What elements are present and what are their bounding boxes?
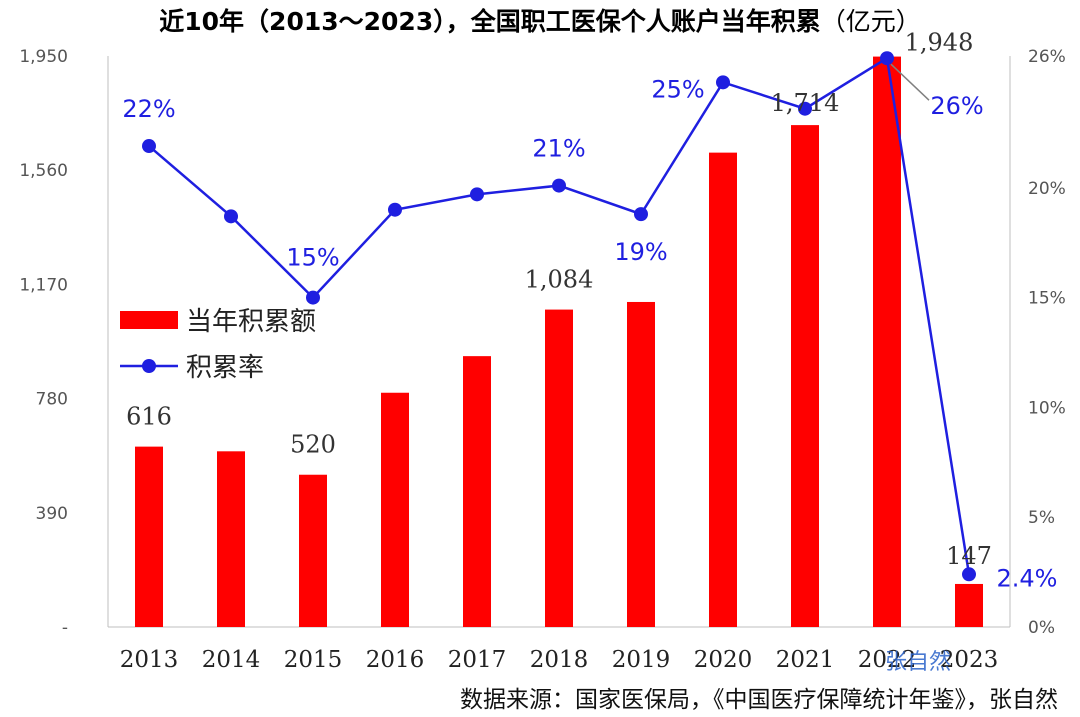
- rate-line-layer: [142, 51, 976, 582]
- bar-2016: [381, 392, 409, 627]
- right-tick-label: 26%: [1028, 47, 1066, 67]
- rate-value-label: 21%: [532, 135, 585, 163]
- right-tick-label: 20%: [1028, 179, 1066, 199]
- rate-value-label: 25%: [651, 75, 704, 103]
- legend-bar-label: 当年积累额: [186, 307, 316, 337]
- chart-title: 近10年（2013～2023），全国职工医保个人账户当年积累（亿元）: [0, 2, 1080, 38]
- x-tick-label: 2014: [202, 647, 261, 673]
- x-tick-label: 2020: [694, 647, 753, 673]
- bar-2022: [873, 56, 901, 628]
- bar-2015: [299, 474, 327, 627]
- chart-title-unit: （亿元）: [820, 7, 921, 36]
- rate-value-label: 19%: [614, 238, 667, 266]
- x-tick-label: 2021: [776, 647, 835, 673]
- legend-line-label: 积累率: [186, 353, 264, 383]
- bar-2013: [135, 446, 163, 627]
- axes-layer: - 390 780 1,170 1,560 1,950 0% 5% 10% 15% 20% 26% 20…: [19, 47, 1065, 673]
- legend: 当年积累额 积累率: [120, 307, 316, 383]
- rate-point-2023: [962, 567, 976, 582]
- bar-2019: [627, 301, 655, 627]
- bar-2023: [955, 583, 983, 627]
- bar-value-label: 1,084: [525, 266, 594, 294]
- rate-point-2020: [716, 75, 730, 90]
- x-tick-label: 2019: [612, 647, 671, 673]
- rate-point-2015: [306, 290, 320, 305]
- rate-point-2016: [388, 202, 402, 217]
- rate-point-2017: [470, 187, 484, 202]
- rate-point-2021: [798, 101, 812, 116]
- x-tick-label: 2022: [858, 647, 917, 673]
- rate-point-2022: [880, 51, 894, 66]
- x-tick-label: 2013: [120, 647, 179, 673]
- left-tick-label: -: [62, 618, 68, 638]
- left-tick-label: 1,950: [19, 47, 68, 67]
- rate-value-label: 2.4%: [997, 564, 1058, 592]
- bars-layer: [135, 56, 983, 628]
- left-tick-label: 1,170: [19, 275, 68, 295]
- rate-point-2014: [224, 209, 238, 224]
- bar-2018: [545, 309, 573, 627]
- rate-point-2013: [142, 139, 156, 154]
- data-labels-layer: 616 520 1,084 1,714 1,948 147 22% 15% 21% 19% 25% 2…: [122, 29, 1057, 593]
- watermark: 张自然: [885, 650, 952, 675]
- chart-title-main: 近10年（2013～2023），全国职工医保个人账户当年积累: [159, 7, 821, 36]
- legend-bar-swatch: [120, 311, 178, 329]
- right-tick-label: 15%: [1028, 289, 1066, 309]
- bar-2021: [791, 125, 819, 627]
- bar-value-label: 520: [290, 431, 336, 459]
- rate-point-2019: [634, 207, 648, 222]
- x-tick-label: 2016: [366, 647, 425, 673]
- rate-value-label: 26%: [930, 92, 983, 120]
- legend-line-marker: [142, 359, 156, 373]
- bar-2014: [217, 451, 245, 627]
- x-tick-label: 2018: [530, 647, 589, 673]
- left-tick-label: 1,560: [19, 161, 68, 181]
- right-tick-label: 5%: [1028, 508, 1055, 528]
- rate-leader-line: [890, 63, 930, 101]
- bar-value-label: 1,948: [905, 29, 974, 57]
- bar-2017: [463, 356, 491, 627]
- bar-value-label: 616: [126, 403, 172, 431]
- left-tick-label: 390: [36, 504, 68, 524]
- bar-value-label: 147: [946, 542, 992, 570]
- source-note: 数据来源：国家医保局，《中国医疗保障统计年鉴》，张自然: [460, 687, 1058, 713]
- rate-value-label: 22%: [122, 95, 175, 123]
- rate-point-2018: [552, 178, 566, 193]
- right-tick-label: 10%: [1028, 398, 1066, 418]
- right-tick-label: 0%: [1028, 618, 1055, 638]
- bar-2020: [709, 152, 737, 627]
- bar-value-label: 1,714: [771, 89, 840, 117]
- left-tick-label: 780: [36, 390, 68, 410]
- rate-value-label: 15%: [286, 244, 339, 272]
- x-tick-label: 2017: [448, 647, 507, 673]
- x-tick-label: 2023: [940, 647, 999, 673]
- x-tick-label: 2015: [284, 647, 343, 673]
